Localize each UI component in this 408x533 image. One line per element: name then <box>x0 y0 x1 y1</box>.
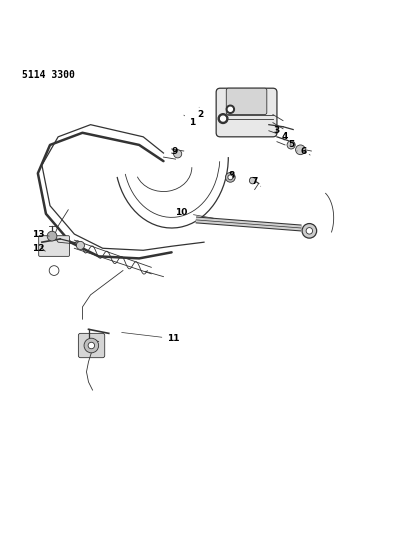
Circle shape <box>287 141 295 149</box>
Text: 3: 3 <box>274 126 284 140</box>
Text: 10: 10 <box>175 208 213 218</box>
FancyBboxPatch shape <box>226 88 267 115</box>
Text: 4: 4 <box>282 132 291 145</box>
Text: 8: 8 <box>228 171 235 180</box>
Circle shape <box>174 150 182 158</box>
Circle shape <box>221 116 226 121</box>
FancyBboxPatch shape <box>216 88 277 137</box>
Text: 5114 3300: 5114 3300 <box>22 70 75 80</box>
Circle shape <box>306 228 313 234</box>
Circle shape <box>228 175 233 180</box>
Circle shape <box>295 145 305 155</box>
Text: 2: 2 <box>197 107 204 119</box>
Circle shape <box>47 231 57 241</box>
Circle shape <box>88 342 95 349</box>
Text: 9: 9 <box>172 147 178 156</box>
Circle shape <box>226 173 235 182</box>
Circle shape <box>226 105 234 114</box>
Text: 11: 11 <box>122 333 180 343</box>
Text: 1: 1 <box>184 115 196 127</box>
Circle shape <box>218 114 228 124</box>
FancyBboxPatch shape <box>39 236 69 256</box>
Circle shape <box>249 177 256 184</box>
Circle shape <box>228 107 233 111</box>
Text: 5: 5 <box>288 140 297 151</box>
Text: 12: 12 <box>32 244 45 253</box>
Circle shape <box>49 265 59 276</box>
Circle shape <box>302 223 317 238</box>
Text: 7: 7 <box>251 177 261 186</box>
Circle shape <box>84 338 99 353</box>
Text: 13: 13 <box>32 230 49 239</box>
FancyBboxPatch shape <box>78 333 105 358</box>
Text: 6: 6 <box>300 147 310 156</box>
Circle shape <box>76 241 84 249</box>
